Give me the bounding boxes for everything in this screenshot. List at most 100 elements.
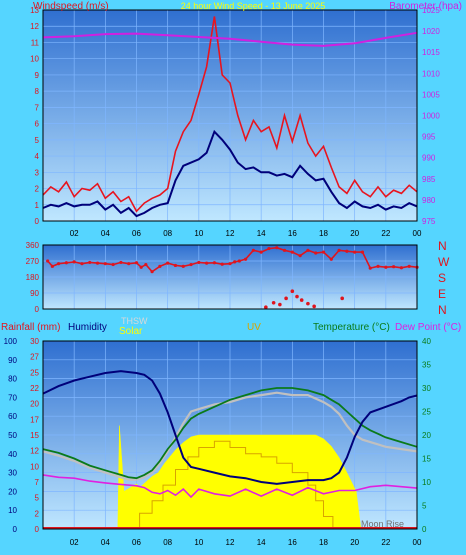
humidity-tick-label: 80: [8, 375, 17, 384]
humidity-line: [42, 370, 418, 485]
rain-tick-label: 2: [35, 509, 40, 518]
direction-point: [392, 265, 396, 269]
direction-point: [290, 250, 294, 254]
barometer-tick-label: 975: [422, 217, 436, 226]
barometer-tick-label: 985: [422, 175, 436, 184]
rain-tick-label: 22: [30, 384, 39, 393]
direction-point: [321, 250, 326, 254]
direction-point-low: [284, 296, 288, 301]
direction-point-low: [264, 305, 268, 310]
wind-x-tick-label: 10: [194, 229, 203, 238]
temperature-tick-label: 25: [422, 408, 431, 417]
wind-speed-tick-label: 13: [30, 6, 39, 15]
temperature-tick-label: 20: [422, 431, 431, 440]
wind-chart-title: 24 hour Wind Speed - 13 June 2025: [181, 1, 326, 11]
direction-point: [360, 250, 365, 254]
direction-series: [46, 246, 419, 310]
wind-x-tick-label: 20: [350, 229, 359, 238]
wind-speed-tick-label: 4: [35, 152, 40, 161]
direction-point: [50, 264, 54, 268]
humidity-tick-label: 30: [8, 469, 17, 478]
wind-x-tick-label: 08: [163, 229, 172, 238]
direction-point: [353, 250, 357, 254]
direction-point: [88, 260, 92, 265]
wind-speed-tick-label: 10: [30, 55, 39, 64]
wind-x-tick-label: 12: [226, 229, 235, 238]
climate-plot-frame: [42, 340, 418, 530]
wind-speed-tick-label: 11: [31, 38, 40, 47]
compass-label: W: [438, 255, 450, 269]
rainfall-axis-label: Rainfall (mm): [1, 322, 60, 333]
climate-x-tick-label: 16: [288, 538, 297, 547]
direction-point: [243, 257, 248, 261]
climate-x-tick-label: 06: [132, 538, 141, 547]
humidity-tick-label: 70: [8, 393, 17, 402]
humidity-tick-label: 40: [8, 450, 17, 459]
direction-point: [368, 266, 372, 270]
temperature-tick-label: 15: [422, 455, 431, 464]
direction-point: [233, 260, 237, 264]
climate-x-tick-label: 12: [226, 538, 235, 547]
direction-point: [345, 249, 349, 253]
climate-x-tick-label: 08: [163, 538, 172, 547]
direction-point: [251, 248, 255, 252]
rain-tick-label: 12: [30, 447, 39, 456]
wind-plot-frame: [42, 9, 418, 222]
direction-point: [407, 264, 411, 268]
compass-label: N: [438, 239, 447, 253]
humidity-axis-label: Humidity: [68, 322, 107, 333]
barometer-tick-label: 990: [422, 154, 436, 163]
direction-point: [150, 270, 154, 274]
direction-point: [144, 262, 148, 267]
direction-point: [181, 264, 185, 268]
direction-point: [228, 262, 232, 266]
humidity-tick-label: 0: [13, 525, 18, 534]
rain-tick-label: 7: [35, 478, 40, 487]
rain-tick-label: 17: [30, 415, 39, 424]
dew-point-line: [42, 474, 418, 499]
rain-tick-label: 5: [35, 494, 40, 503]
direction-point-low: [290, 289, 295, 294]
wind-x-tick-label: 14: [257, 229, 266, 238]
direction-point: [267, 246, 271, 251]
wind-speed-tick-label: 1: [35, 201, 40, 210]
uv-label: UV: [247, 322, 261, 333]
direction-point-low: [271, 300, 276, 305]
wind-speed-tick-label: 6: [35, 120, 40, 129]
wind-chart: 0123456789101112139759809859909951000100…: [30, 1, 462, 238]
direction-point: [384, 265, 388, 269]
direction-point: [282, 248, 287, 252]
humidity-tick-label: 60: [8, 412, 17, 421]
thsw-label: THSW: [121, 316, 148, 326]
direction-point: [337, 248, 341, 252]
humidity-tick-label: 20: [8, 487, 17, 496]
climate-x-tick-label: 22: [381, 538, 390, 547]
wind-x-tick-label: 04: [101, 229, 110, 238]
wind-speed-tick-label: 12: [30, 22, 39, 31]
barometer-tick-label: 1010: [422, 69, 440, 78]
thsw-line: [42, 391, 418, 481]
direction-point: [205, 261, 209, 265]
climate-x-tick-label: 18: [319, 538, 328, 547]
wind-speed-tick-label: 0: [35, 217, 40, 226]
direction-point: [189, 262, 193, 267]
direction-point: [237, 259, 241, 263]
direction-point: [376, 264, 380, 268]
direction-point: [173, 263, 178, 268]
humidity-tick-label: 100: [4, 337, 18, 346]
temperature-tick-label: 10: [422, 478, 431, 487]
direction-point: [399, 266, 404, 270]
wind-x-tick-label: 22: [381, 229, 390, 238]
compass-label: S: [438, 271, 446, 285]
wind-x-tick-label: 06: [132, 229, 141, 238]
humidity-tick-label: 50: [8, 431, 17, 440]
barometer-line: [42, 31, 418, 47]
direction-point: [134, 261, 139, 265]
climate-x-tick-label: 14: [257, 538, 266, 547]
direction-point: [166, 261, 170, 265]
barometer-tick-label: 995: [422, 133, 436, 142]
direction-point: [212, 261, 217, 265]
rain-tick-label: 15: [30, 431, 39, 440]
